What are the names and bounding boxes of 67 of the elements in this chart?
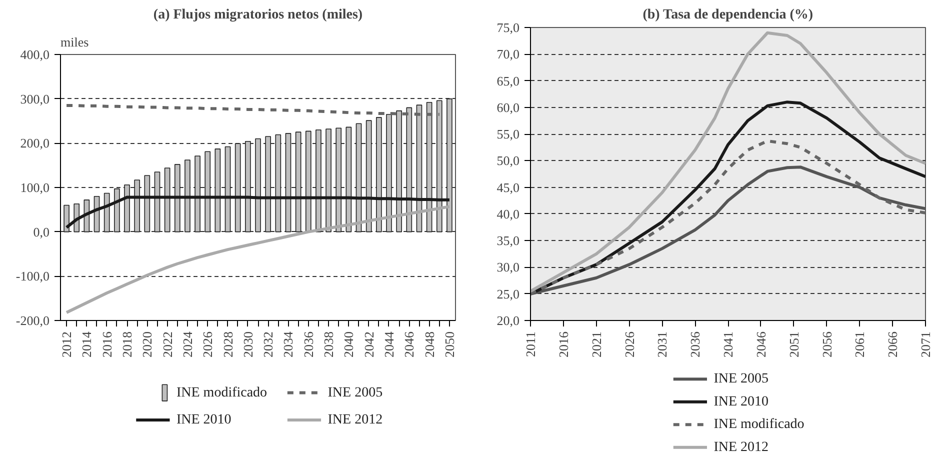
y-tick-label: 400,0 [20, 47, 50, 62]
chart-title: (b) Tasa de dependencia (%) [642, 8, 814, 22]
x-tick-label: 2036 [688, 331, 703, 358]
y-tick-label: 60,0 [496, 100, 520, 115]
x-tick-label: 2021 [588, 332, 604, 358]
x-tick-label: 2050 [442, 332, 457, 358]
line-series [65, 205, 451, 314]
chart-title: (a) Flujos migratorios netos (miles) [153, 8, 363, 22]
y-tick-label: 0,0 [33, 224, 50, 240]
x-tick-label: 2024 [180, 331, 195, 358]
y-tick-label: 35,0 [496, 233, 520, 248]
legend-label: INE 2010 [714, 394, 769, 410]
y-tick-label: 40,0 [496, 206, 520, 222]
y-axis-title: miles [60, 34, 89, 50]
x-tick-label: 2011 [523, 331, 538, 358]
line-series [65, 104, 441, 116]
y-tick-label: 25,0 [496, 286, 520, 302]
x-tick-label: 2051 [786, 332, 802, 358]
y-tick-label: 30,0 [496, 260, 520, 275]
x-tick-label: 2012 [59, 332, 74, 358]
x-tick-label: 2041 [720, 332, 736, 358]
x-tick-label: 2038 [321, 332, 336, 358]
y-tick-label: 50,0 [496, 153, 520, 168]
x-tick-label: 2020 [140, 332, 155, 358]
x-tick-label: 2040 [341, 332, 356, 358]
y-tick-label: 75,0 [496, 20, 520, 35]
legend-label: INE modificado [714, 417, 804, 432]
x-tick-label: 2018 [120, 332, 135, 358]
x-tick-label: 2028 [220, 332, 236, 358]
y-tick-label: 20,0 [496, 313, 520, 328]
line-series [530, 31, 926, 293]
x-tick-label: 2044 [381, 331, 396, 358]
x-tick-label: 2032 [260, 332, 276, 358]
y-tick-label: 100,0 [20, 180, 50, 195]
y-tick-label: -200,0 [16, 313, 50, 328]
y-tick-label: 55,0 [496, 126, 520, 142]
x-tick-label: 2030 [240, 332, 256, 358]
x-tick-label: 2016 [556, 331, 571, 358]
y-tick-label: 200,0 [20, 136, 50, 151]
x-tick-label: 2016 [99, 331, 114, 358]
legend-label: INE 2005 [714, 372, 769, 387]
x-tick-label: 2046 [402, 331, 417, 358]
x-tick-label: 2061 [852, 332, 868, 358]
x-tick-label: 2048 [422, 332, 437, 358]
x-tick-label: 2014 [79, 331, 94, 358]
legend-label: INE 2012 [328, 412, 383, 428]
line-series [530, 139, 926, 296]
x-tick-label: 2036 [300, 331, 316, 358]
legend-label: INE modificado [176, 385, 268, 400]
y-tick-label: 300,0 [20, 91, 50, 106]
y-tick-label: 70,0 [496, 46, 520, 62]
x-tick-label: 2031 [654, 332, 670, 358]
legend-label: INE 2010 [176, 412, 232, 428]
y-tick-label: 65,0 [496, 73, 520, 88]
x-tick-label: 2066 [885, 331, 900, 358]
x-tick-label: 2042 [361, 332, 376, 358]
x-tick-label: 2026 [622, 331, 637, 358]
x-tick-label: 2056 [819, 331, 834, 358]
legend-label: INE 2012 [714, 440, 769, 455]
x-tick-label: 2046 [753, 331, 768, 358]
x-tick-label: 2034 [280, 331, 296, 358]
y-tick-label: -100,0 [16, 268, 50, 284]
legend-label: INE 2005 [328, 385, 383, 400]
x-tick-label: 2071 [918, 332, 933, 358]
x-tick-label: 2022 [160, 332, 175, 358]
y-tick-label: 45,0 [496, 180, 520, 195]
x-tick-label: 2026 [200, 331, 216, 358]
